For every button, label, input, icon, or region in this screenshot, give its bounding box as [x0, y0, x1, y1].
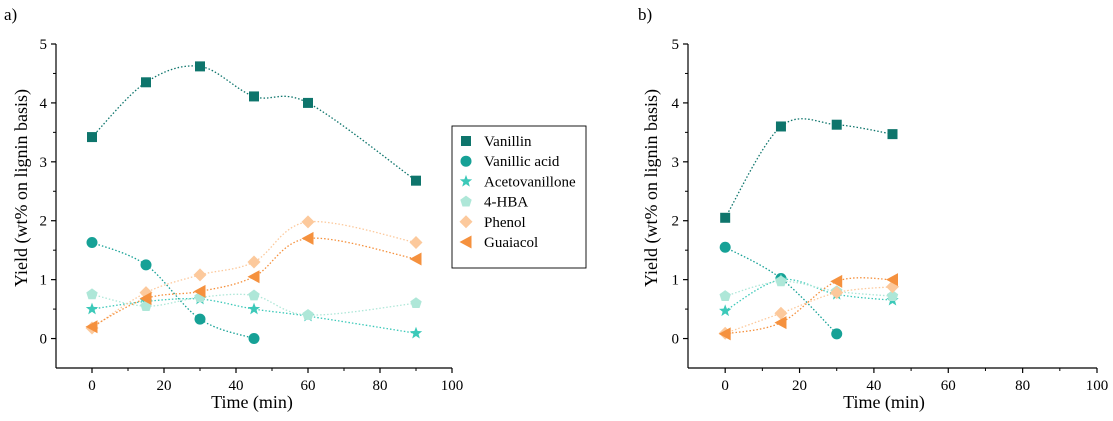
panel-a-label: a) — [4, 5, 17, 24]
panel-a-point-4-hba — [410, 297, 422, 309]
panel-a-point-vanillin — [249, 91, 259, 102]
legend-marker-phenol — [459, 215, 473, 229]
panel-a-y-tick-label: 1 — [40, 273, 48, 289]
panel-a-point-guaiacol — [139, 291, 152, 305]
panel-a-x-tick-label: 80 — [373, 378, 388, 394]
legend-label-acetovanillone: Acetovanillone — [484, 174, 576, 190]
panel-b-trend-phenol — [724, 286, 893, 334]
panel-a-trend-vanillic-acid — [91, 241, 255, 340]
panel-b-point-vanillic-acid — [719, 241, 731, 253]
panel-a-trend-guaiacol — [91, 237, 417, 328]
panel-b-x-tick-label: 0 — [721, 378, 729, 394]
panel-a-y-axis-title: Yield (wt% on lignin basis) — [11, 89, 32, 287]
panel-b-trend-acetovanillone — [724, 278, 893, 312]
panel-a-point-vanillic-acid — [194, 313, 206, 325]
panel-a-trend-vanillin — [91, 65, 417, 182]
panel-a-x-tick-label: 20 — [157, 378, 172, 394]
panel-b-x-tick-label: 60 — [941, 378, 956, 394]
panel-a-point-guaiacol — [409, 252, 422, 266]
panel-b-x-tick-label: 40 — [866, 378, 881, 394]
legend-box — [451, 125, 587, 269]
panel-a-y-tick-label: 5 — [40, 37, 48, 53]
panel-b-x-tick-label: 80 — [1015, 378, 1030, 394]
panel-a-point-vanillin — [195, 61, 205, 72]
panel-a-point-phenol — [301, 215, 315, 229]
panel-a-point-4-hba — [248, 289, 260, 301]
panel-b-x-axis-title: Time (min) — [843, 392, 925, 413]
panel-b-point-4-hba — [719, 290, 731, 301]
panel-b-point-phenol — [774, 306, 788, 320]
legend-marker-4-hba — [460, 195, 472, 207]
panel-b-point-vanillic-acid — [831, 328, 843, 340]
panel-a-trend-4-hba — [91, 293, 417, 316]
panel-a-y-tick-label: 3 — [40, 155, 48, 171]
panel-a-point-phenol — [409, 236, 423, 250]
panel-a-x-tick-label: 40 — [229, 378, 244, 394]
panel-b-point-vanillin — [831, 119, 842, 130]
panel-b-y-tick-label: 2 — [672, 214, 680, 230]
panel-a-y-tick-label: 4 — [40, 96, 48, 112]
legend-label-vanillic-acid: Vanillic acid — [484, 154, 560, 170]
panel-a-x-tick-label: 100 — [441, 378, 464, 394]
legend: Vanillin Vanillic acid Acetovanillone 4-HBA… — [451, 125, 587, 269]
panel-a-x-tick-label: 60 — [301, 378, 316, 394]
panel-b-point-vanillin — [887, 129, 898, 140]
panel-b-label: b) — [638, 5, 652, 24]
panel-b-y-tick-label: 1 — [672, 273, 680, 289]
panel-b-point-vanillin — [720, 212, 731, 223]
panel-a-y-tick-label: 0 — [40, 332, 48, 348]
panel-b-y-tick-label: 0 — [672, 332, 680, 348]
panel-a-x-tick-label: 0 — [88, 378, 96, 394]
panel-a-x-axis-title: Time (min) — [211, 392, 293, 413]
panel-a-point-acetovanillone — [409, 326, 423, 339]
panel-b-y-tick-label: 3 — [672, 155, 680, 171]
panel-a: a) Time (min) Yield (wt% on lignin basis… — [4, 5, 463, 413]
panel-b-point-4-hba — [886, 290, 899, 301]
panel-b-x-tick-label: 100 — [1086, 378, 1109, 394]
panel-a-point-vanillic-acid — [86, 237, 98, 249]
legend-label-4-hba: 4-HBA — [484, 195, 528, 211]
panel-b-point-guaiacol — [886, 273, 898, 287]
legend-label-vanillin: Vanillin — [484, 134, 532, 150]
legend-marker-acetovanillone — [459, 174, 473, 187]
panel-b-point-guaiacol — [774, 316, 787, 330]
panel-a-point-acetovanillone — [247, 302, 261, 315]
panel-b-point-phenol — [830, 286, 844, 300]
panel-b-point-vanillin — [775, 121, 786, 132]
panel-b-point-4-hba — [775, 275, 787, 287]
panel-a-point-phenol — [193, 268, 207, 282]
panel-b-point-guaiacol — [830, 274, 843, 288]
panel-b-x-tick-label: 20 — [792, 378, 807, 394]
panel-b-trend-guaiacol — [725, 277, 893, 335]
legend-marker-vanillic-acid — [460, 155, 472, 167]
legend-marker-guaiacol — [459, 235, 472, 249]
panel-a-point-guaiacol — [301, 231, 314, 245]
panel-b-trend-4-hba — [725, 280, 893, 297]
panel-a-y-tick-label: 2 — [40, 214, 48, 230]
legend-marker-vanillin — [461, 136, 471, 146]
panel-a-point-4-hba — [302, 308, 314, 320]
panel-b-y-axis-title: Yield (wt% on lignin basis) — [641, 89, 662, 287]
panel-a-point-vanillic-acid — [140, 259, 152, 271]
panel-a-point-vanillic-acid — [248, 333, 260, 345]
panel-a-point-vanillin — [141, 77, 151, 88]
panel-a-point-guaiacol — [85, 320, 98, 334]
panel-b-y-tick-label: 4 — [672, 96, 680, 112]
panel-a-point-vanillin — [87, 132, 97, 143]
legend-label-phenol: Phenol — [484, 215, 526, 231]
panel-a-point-vanillin — [411, 175, 421, 186]
panel-a-point-vanillin — [303, 97, 313, 108]
panel-a-point-acetovanillone — [85, 302, 99, 315]
panel-a-point-guaiacol — [247, 270, 260, 284]
panel-a-point-4-hba — [86, 288, 98, 300]
panel-b-y-tick-label: 5 — [672, 37, 680, 53]
panel-b-trend-vanillin — [724, 118, 893, 219]
panel-b-point-acetovanillone — [719, 304, 732, 317]
panel-a-point-phenol — [247, 255, 261, 269]
panel-b-point-guaiacol — [718, 327, 731, 341]
legend-label-guaiacol: Guaiacol — [484, 235, 538, 251]
panel-b: b) Time (min) Yield (wt% on lignin basis… — [638, 5, 1108, 413]
panel-a-point-guaiacol — [193, 284, 206, 298]
